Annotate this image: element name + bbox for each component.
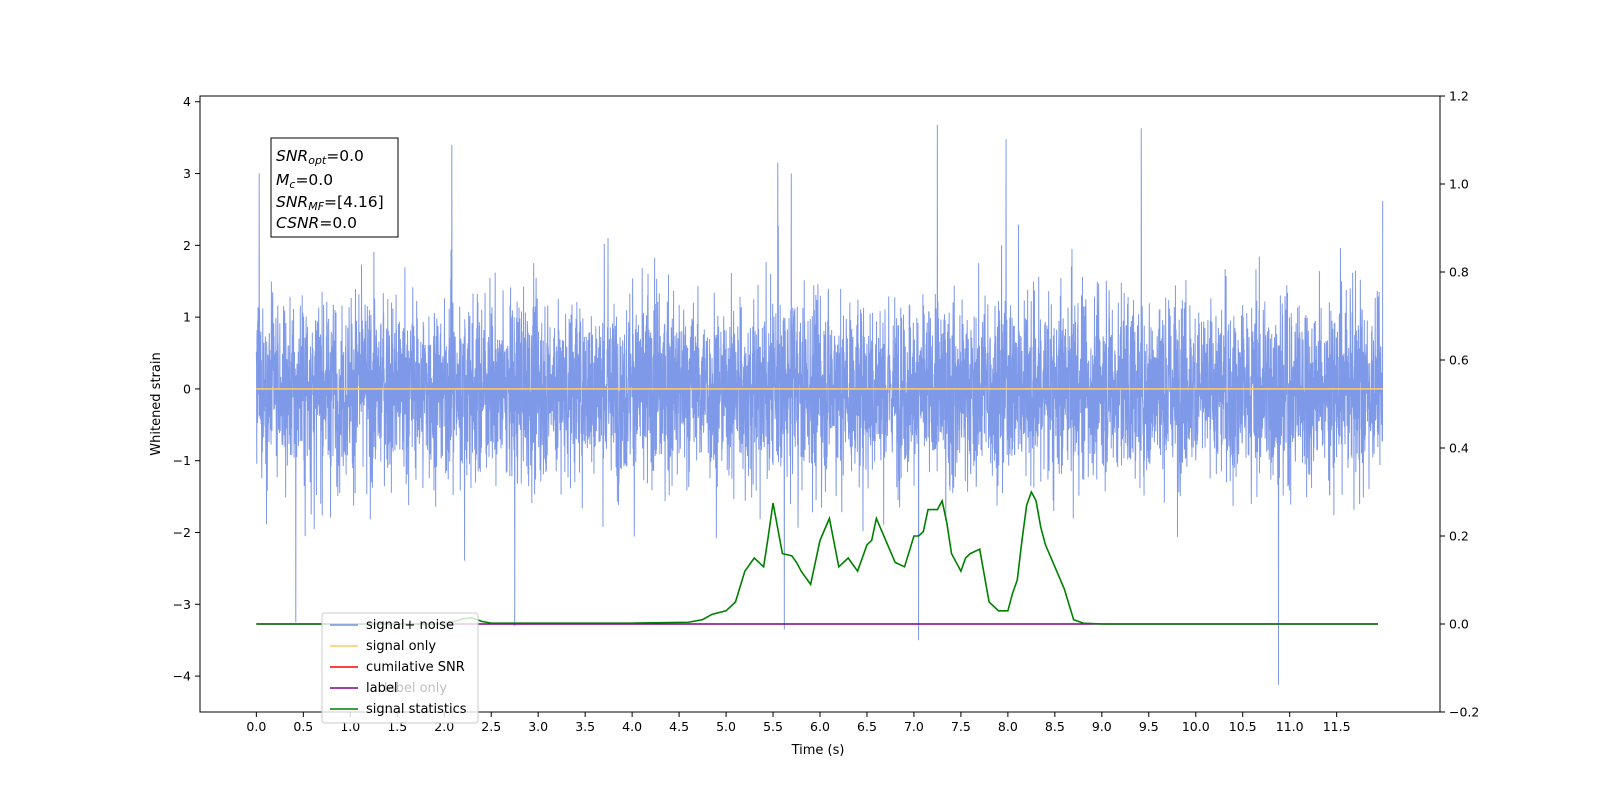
- legend-label-signal-statistics: signal statistics: [366, 702, 467, 717]
- y-left-tick-label: −1: [173, 453, 191, 468]
- y-left-tick-label: 0: [183, 381, 191, 396]
- y-axis-right: 1.2 1.0 0.8 0.6 0.4 0.2 0.0 −0.2: [1440, 89, 1479, 720]
- y-right-tick-label: 1.0: [1449, 177, 1469, 192]
- y-left-tick-label: 1: [183, 310, 191, 325]
- y-right-tick-label: 0.2: [1449, 529, 1469, 544]
- y-axis-left: 4 3 2 1 0 −1 −2 −3 −4: [173, 94, 200, 684]
- y-left-tick-label: 3: [183, 166, 191, 181]
- x-axis-title: Time (s): [791, 743, 845, 758]
- legend-label-signal-noise: signal+ noise: [366, 618, 454, 633]
- legend-box: [321, 612, 479, 724]
- x-tick-label: 6.5: [857, 719, 877, 734]
- y-left-tick-label: 2: [183, 238, 191, 253]
- y-axis-title: Whitened strain: [149, 352, 164, 455]
- signal-statistics-line: [256, 490, 1378, 625]
- x-tick-label: 4.5: [669, 719, 689, 734]
- signal-noise-line: [255, 124, 1384, 685]
- x-tick-label: 9.0: [1092, 719, 1112, 734]
- annotation-snr-mf: SNRMF=[4.16]: [276, 193, 384, 213]
- x-axis: 0.0 0.5 1.0 1.5 2.0 2.5 3.0 3.5 4.0 4.5 5.0 5.5 6.0 6…: [246, 712, 1351, 734]
- x-tick-label: 11.5: [1323, 719, 1351, 734]
- y-right-tick-label: 0.4: [1449, 441, 1469, 456]
- x-tick-label: 9.5: [1139, 719, 1159, 734]
- annotation-csnr: CSNR=0.0: [276, 214, 357, 232]
- y-right-tick-label: 0.0: [1449, 617, 1469, 632]
- y-left-tick-label: −3: [173, 597, 191, 612]
- x-tick-label: 6.0: [810, 719, 830, 734]
- x-tick-label: 10.0: [1182, 719, 1210, 734]
- x-tick-label: 0.0: [246, 719, 266, 734]
- legend-label-label: label: [366, 681, 397, 696]
- x-tick-label: 7.0: [904, 719, 924, 734]
- x-tick-label: 3.5: [575, 719, 595, 734]
- signal-noise-series: [255, 124, 1384, 685]
- y-left-tick-label: −2: [173, 525, 191, 540]
- stats-annotation: SNRopt=0.0 Mc=0.0 SNRMF=[4.16] CSNR=0.0: [270, 137, 399, 238]
- x-tick-label: 4.0: [622, 719, 642, 734]
- y-right-tick-label: 0.8: [1449, 265, 1469, 280]
- annotation-snr-opt: SNRopt=0.0: [276, 147, 364, 167]
- x-tick-label: 8.0: [998, 719, 1018, 734]
- legend-label-cumulative-snr: cumilative SNR: [366, 660, 465, 675]
- legend-hidden-label: label only: [384, 681, 447, 696]
- x-tick-label: 11.0: [1276, 719, 1304, 734]
- y-left-tick-label: 4: [183, 94, 191, 109]
- y-right-tick-label: 1.2: [1449, 89, 1469, 104]
- x-tick-label: 2.5: [481, 719, 501, 734]
- x-tick-label: 0.5: [293, 719, 313, 734]
- y-right-tick-label: −0.2: [1449, 705, 1479, 720]
- y-left-tick-label: −4: [173, 669, 191, 684]
- x-tick-label: 8.5: [1045, 719, 1065, 734]
- x-tick-label: 5.0: [716, 719, 736, 734]
- annotation-box: [270, 137, 399, 238]
- annotation-mc: Mc=0.0: [276, 171, 333, 191]
- x-tick-label: 10.5: [1229, 719, 1257, 734]
- legend: signal+ noise signal only cumilative SNR…: [321, 612, 479, 724]
- x-tick-label: 3.0: [528, 719, 548, 734]
- x-tick-label: 5.5: [763, 719, 783, 734]
- legend-label-signal-only: signal only: [366, 639, 436, 654]
- x-tick-label: 7.5: [951, 719, 971, 734]
- y-right-tick-label: 0.6: [1449, 353, 1469, 368]
